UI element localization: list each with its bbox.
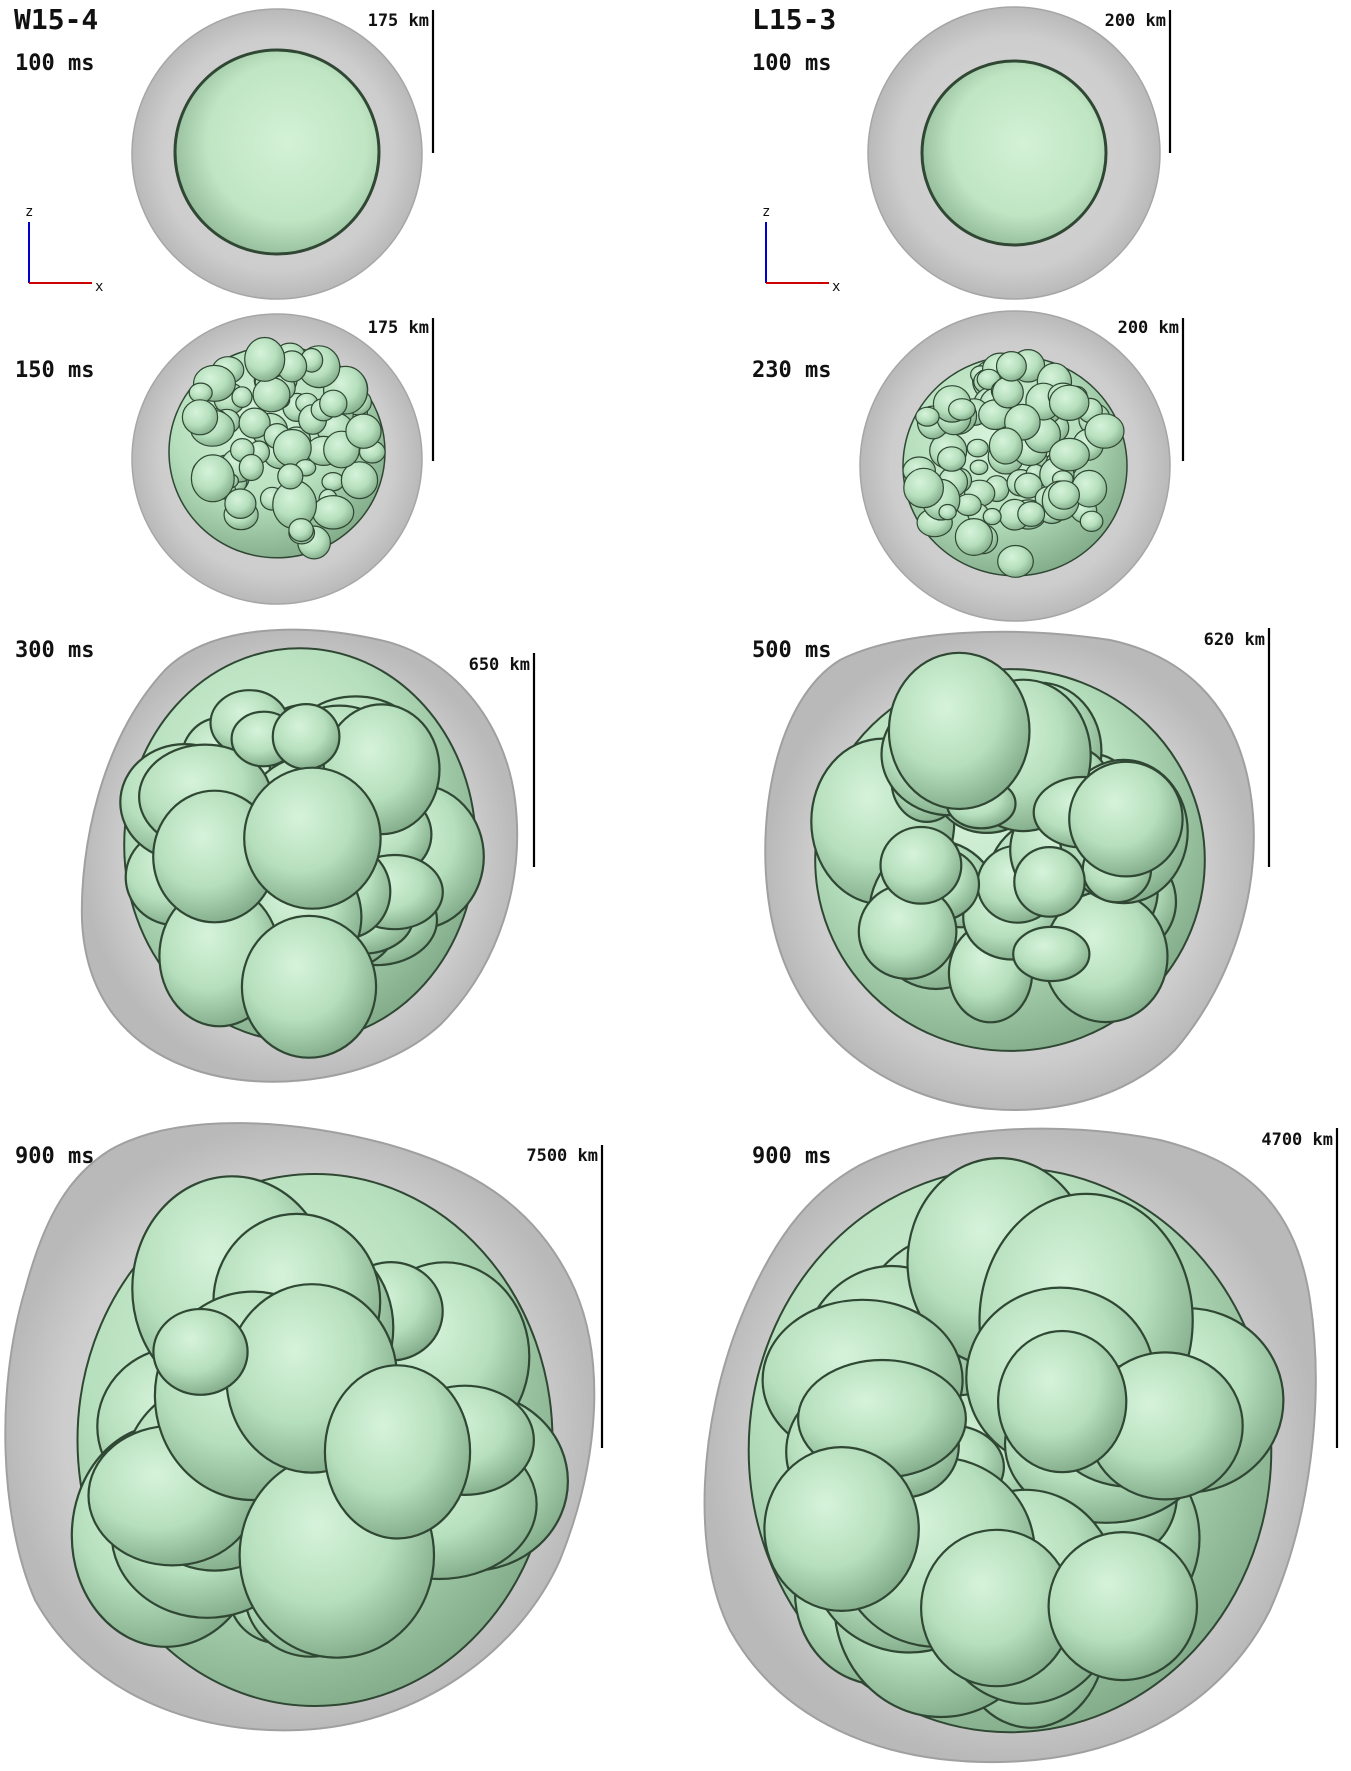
- time-label-w-150: 150 ms: [15, 358, 94, 383]
- plume-blob: [311, 494, 355, 530]
- axis-indicator-right: z x: [762, 204, 840, 295]
- plume-blob: [288, 517, 314, 542]
- plume-blob: [323, 1364, 472, 1540]
- plume-blob: [1084, 413, 1125, 449]
- time-label-w-100: 100 ms: [15, 51, 94, 76]
- plume-blob: [938, 503, 957, 521]
- plume-blob: [887, 651, 1031, 811]
- scale-label-w-150: 175 km: [368, 318, 429, 338]
- plume-blob: [190, 454, 235, 503]
- plume-blob: [1012, 925, 1091, 983]
- plume-blob: [321, 472, 345, 492]
- plume-blob: [954, 517, 994, 556]
- render-l15-3-900ms: [703, 1127, 1317, 1764]
- plume-blob: [879, 825, 963, 905]
- plume-cluster: [70, 1173, 569, 1707]
- plume-blob: [181, 399, 219, 436]
- inner-sphere: [920, 59, 1108, 247]
- render-l15-3-230ms: [859, 310, 1171, 622]
- time-label-l-230: 230 ms: [752, 358, 831, 383]
- render-w15-4-150ms: [131, 313, 423, 605]
- plume-blob: [277, 463, 304, 490]
- scale-label-w-300: 650 km: [469, 655, 530, 675]
- plume-blob: [1079, 510, 1104, 532]
- model-label-right: L15-3: [752, 3, 836, 36]
- plume-blob: [969, 459, 989, 476]
- plume-blob: [988, 427, 1024, 465]
- inner-sphere: [173, 48, 381, 256]
- bubble-cluster: [168, 336, 386, 560]
- plume-blob: [997, 544, 1034, 578]
- plume-blob: [238, 453, 264, 482]
- plume-blob: [240, 914, 378, 1059]
- scale-label-l-100: 200 km: [1105, 11, 1166, 31]
- plume-blob: [231, 386, 253, 409]
- plume-blob: [966, 438, 989, 458]
- scale-label-l-230: 200 km: [1118, 318, 1179, 338]
- axis-indicator-left: z x: [25, 204, 103, 295]
- plume-blob: [224, 488, 257, 519]
- scale-label-w-100: 175 km: [368, 11, 429, 31]
- z-axis-label: z: [25, 204, 33, 220]
- bubble-cluster: [902, 348, 1128, 578]
- x-axis-label: x: [832, 279, 840, 295]
- plume-blob: [1068, 760, 1184, 878]
- scale-label-l-900: 4700 km: [1261, 1130, 1333, 1150]
- plume-blob: [238, 407, 271, 439]
- plume-cluster: [119, 647, 485, 1059]
- x-axis-label: x: [95, 279, 103, 295]
- plume-blob: [1048, 437, 1090, 472]
- plume-blob: [319, 389, 348, 418]
- time-label-l-100: 100 ms: [752, 51, 831, 76]
- plume-blob: [1017, 501, 1046, 528]
- plume-blob: [995, 350, 1027, 382]
- plume-blob: [936, 446, 967, 472]
- render-w15-4-300ms: [80, 628, 519, 1083]
- plume-blob: [1048, 384, 1090, 421]
- scale-label-w-900: 7500 km: [526, 1146, 598, 1166]
- time-label-w-300: 300 ms: [15, 638, 94, 663]
- plume-blob: [271, 702, 341, 771]
- render-w15-4-900ms: [4, 1122, 596, 1732]
- model-label-left: W15-4: [14, 3, 98, 36]
- plume-blob: [763, 1445, 920, 1612]
- plume-blob: [345, 413, 382, 449]
- render-l15-3-500ms: [764, 630, 1255, 1111]
- z-axis-label: z: [762, 204, 770, 220]
- plume-blob: [903, 467, 944, 509]
- time-label-l-900: 900 ms: [752, 1144, 831, 1169]
- plume-blob: [948, 398, 976, 421]
- plume-blob: [1013, 846, 1086, 918]
- plume-cluster: [810, 651, 1206, 1052]
- render-w15-4-100ms: [131, 8, 423, 300]
- plume-blob: [243, 766, 382, 910]
- plume-blob: [1047, 1530, 1199, 1682]
- render-l15-3-100ms: [867, 6, 1161, 300]
- plume-blob: [244, 336, 286, 382]
- plume-blob: [252, 377, 291, 413]
- plume-blob: [982, 507, 1002, 526]
- plume-blob: [996, 1329, 1128, 1474]
- plume-blob: [152, 1307, 249, 1396]
- scale-label-l-500: 620 km: [1204, 630, 1265, 650]
- plume-blob: [340, 461, 379, 500]
- plume-blob: [915, 406, 940, 427]
- time-label-w-900: 900 ms: [15, 1144, 94, 1169]
- plume-cluster: [747, 1157, 1285, 1734]
- plume-blob: [1014, 472, 1043, 499]
- plume-blob: [991, 376, 1024, 409]
- plume-blob: [1047, 480, 1080, 510]
- time-label-l-500: 500 ms: [752, 638, 831, 663]
